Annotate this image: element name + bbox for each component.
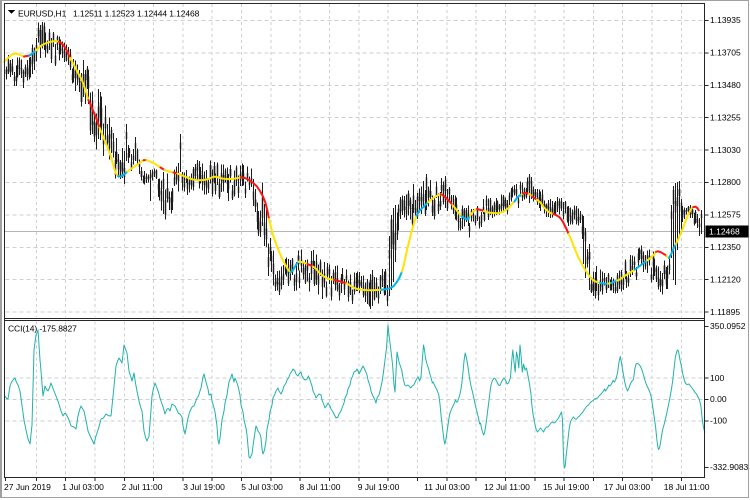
svg-text:350.0952: 350.0952 (710, 321, 746, 331)
svg-text:1.12120: 1.12120 (710, 274, 741, 284)
svg-text:8 Jul 11:00: 8 Jul 11:00 (300, 482, 341, 492)
svg-text:CCI(14) -175.8827: CCI(14) -175.8827 (8, 324, 77, 334)
svg-text:100: 100 (710, 373, 724, 383)
svg-text:EURUSD,H1 1.12511 1.12523 1.: EURUSD,H1 1.12511 1.12523 1.12444 1.1246… (18, 9, 200, 19)
svg-text:17 Jul 03:00: 17 Jul 03:00 (604, 482, 651, 492)
svg-text:9 Jul 19:00: 9 Jul 19:00 (358, 482, 400, 492)
svg-text:-100: -100 (710, 416, 727, 426)
svg-text:1.11895: 1.11895 (710, 307, 740, 317)
svg-text:5 Jul 03:00: 5 Jul 03:00 (241, 482, 283, 492)
svg-text:11 Jul 03:00: 11 Jul 03:00 (424, 482, 470, 492)
svg-text:12 Jul 11:00: 12 Jul 11:00 (484, 482, 530, 492)
svg-text:18 Jul 11:00: 18 Jul 11:00 (664, 482, 710, 492)
svg-text:1.13480: 1.13480 (710, 80, 741, 90)
svg-text:15 Jul 19:00: 15 Jul 19:00 (543, 482, 590, 492)
svg-text:3 Jul 19:00: 3 Jul 19:00 (183, 482, 225, 492)
svg-text:1.12350: 1.12350 (710, 242, 741, 252)
svg-text:1.12800: 1.12800 (710, 177, 741, 187)
svg-text:1.13935: 1.13935 (710, 15, 741, 25)
svg-text:1.13705: 1.13705 (710, 48, 741, 58)
svg-text:1.13255: 1.13255 (710, 112, 741, 122)
svg-text:0.00: 0.00 (710, 394, 727, 404)
svg-text:1.13030: 1.13030 (710, 145, 741, 155)
svg-text:-332.9083: -332.9083 (710, 462, 749, 472)
svg-text:1.12575: 1.12575 (710, 210, 741, 220)
svg-text:1 Jul 03:00: 1 Jul 03:00 (62, 482, 104, 492)
svg-text:1.12468: 1.12468 (709, 227, 740, 237)
svg-text:27 Jun 2019: 27 Jun 2019 (4, 482, 51, 492)
svg-text:2 Jul 11:00: 2 Jul 11:00 (122, 482, 163, 492)
